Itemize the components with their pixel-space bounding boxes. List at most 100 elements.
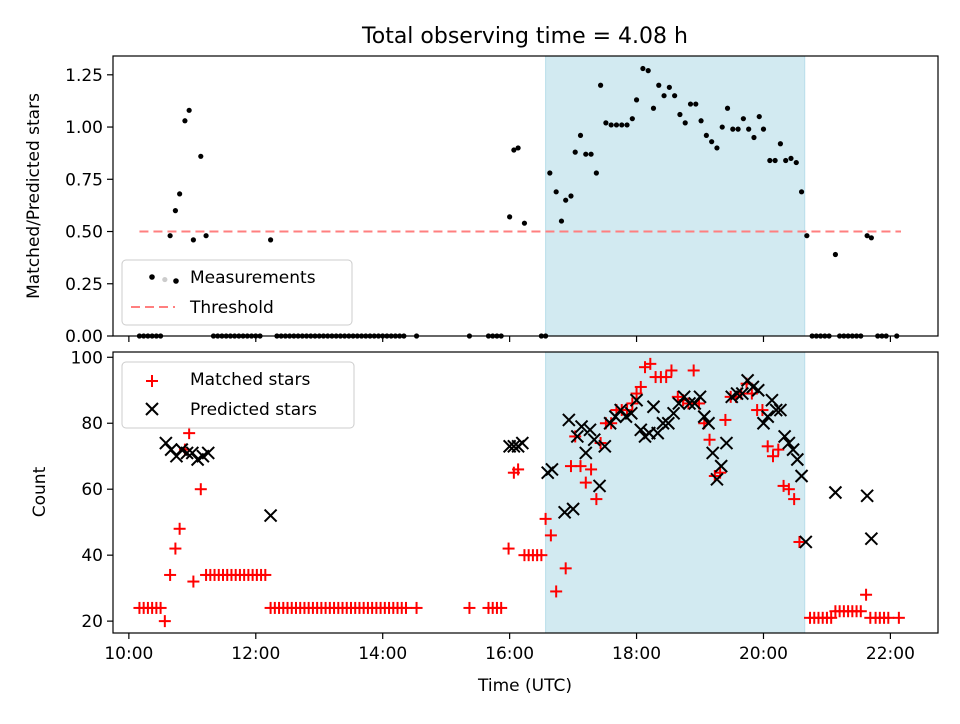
measurement-point — [172, 208, 179, 214]
measurement-point — [624, 122, 630, 128]
measurement-point — [740, 116, 746, 122]
predicted-star-point — [587, 433, 601, 447]
predicted-star-point — [574, 419, 589, 434]
predicted-marker-b — [765, 393, 779, 407]
bottom-axes-frame — [112, 351, 939, 634]
measurement-point — [751, 134, 757, 141]
predicted-star-point — [794, 469, 809, 483]
measurement-point — [735, 126, 741, 132]
measurement-point — [703, 132, 709, 139]
predicted-star-point — [557, 505, 572, 519]
predicted-marker-b — [562, 413, 576, 427]
measurement-point — [613, 122, 620, 128]
matched-star-point — [173, 522, 186, 535]
predicted-marker-b — [507, 439, 521, 454]
predicted-marker-b — [592, 479, 607, 493]
matched-star-point — [634, 380, 647, 393]
predicted-star-point — [769, 403, 783, 417]
predicted-marker-b — [651, 426, 665, 440]
matched-star-point — [892, 611, 905, 624]
predicted-marker-b — [579, 446, 593, 460]
matched-star-point — [630, 387, 643, 400]
predicted-marker-b — [714, 459, 728, 473]
predicted-marker-b — [710, 472, 724, 487]
y-tick-label: 100 — [71, 348, 103, 368]
measurement-point — [724, 105, 731, 111]
measurement-point — [832, 251, 839, 258]
y-tick-label: 0.25 — [65, 275, 103, 295]
measurement-point — [593, 170, 599, 176]
measurement-point — [186, 107, 192, 113]
predicted-star-point — [515, 436, 530, 450]
matched-star-point — [660, 371, 673, 384]
predicted-marker-b — [730, 386, 744, 401]
predicted-star-point — [864, 531, 879, 546]
matched-star-point — [183, 427, 196, 440]
matched-star-point — [788, 493, 801, 506]
matched-star-point — [550, 585, 563, 598]
measurement-point — [672, 93, 678, 99]
predicted-star-point — [201, 446, 215, 460]
measurement-point — [597, 82, 604, 88]
measurement-point — [629, 116, 635, 122]
measurement-point — [633, 97, 640, 103]
predicted-marker-b — [557, 505, 572, 519]
x-tick-label: 12:00 — [231, 644, 280, 664]
matched-star-point — [539, 512, 552, 525]
matched-star-point — [187, 575, 200, 588]
measurement-point — [521, 220, 528, 226]
bottom-observing-band — [545, 351, 806, 634]
y-tick-label: 20 — [81, 612, 103, 632]
measurement-point — [746, 126, 752, 132]
matched-star-point — [259, 568, 272, 581]
predicted-marker-b — [761, 409, 775, 424]
legend-measurements-label: Measurements — [190, 268, 316, 288]
measurement-point — [608, 122, 614, 128]
predicted-marker-b — [682, 396, 697, 411]
predicted-star-point — [562, 413, 576, 427]
measurement-point — [198, 153, 204, 159]
predicted-star-point — [545, 462, 559, 477]
bottom-y-axis-label: Count — [30, 466, 50, 517]
y-tick-label: 1.25 — [65, 66, 103, 86]
measurement-point — [719, 124, 725, 130]
measurement-point — [656, 82, 662, 88]
predicted-marker-b — [180, 446, 194, 460]
y-tick-label: 40 — [81, 546, 103, 566]
predicted-star-point — [180, 446, 194, 460]
top-x-axis — [128, 336, 892, 342]
predicted-marker-b — [624, 406, 638, 421]
x-tick-label: 10:00 — [104, 644, 153, 664]
predicted-marker-b — [860, 489, 874, 503]
predicted-marker-b — [598, 439, 612, 454]
measurement-point — [709, 139, 715, 145]
y-tick-label: 1.00 — [65, 118, 103, 138]
predicted-star-point — [773, 403, 788, 417]
x-tick-label: 18:00 — [612, 644, 661, 664]
matched-star-point — [882, 611, 895, 624]
top-observing-band — [545, 55, 806, 337]
predicted-marker-b — [777, 429, 792, 444]
measurement-point — [577, 132, 584, 139]
y-tick-label: 0.75 — [65, 170, 103, 190]
predicted-star-point — [756, 416, 771, 430]
x-tick-label: 14:00 — [358, 644, 407, 664]
predicted-star-point — [828, 485, 843, 500]
predicted-marker-b — [515, 436, 530, 450]
top-axes-frame — [112, 55, 939, 337]
measurement-point — [687, 101, 694, 107]
predicted-marker-b — [735, 386, 750, 401]
top-y-axis: 0.00 0.25 0.50 0.75 1.00 1.25 — [65, 66, 113, 347]
matched-star-point — [767, 450, 779, 463]
top-y-axis-label: Matched/Predicted stars — [24, 93, 44, 299]
predicted-star-point — [710, 472, 724, 487]
measurement-point — [167, 233, 173, 239]
measurement-point — [515, 145, 521, 151]
bottom-legend: Matched stars Predicted stars — [121, 361, 355, 429]
measurement-point — [772, 157, 778, 164]
predicted-star-point — [682, 396, 697, 411]
measurement-point — [619, 122, 625, 128]
predicted-star-point — [761, 409, 775, 424]
measurement-point — [267, 237, 274, 243]
